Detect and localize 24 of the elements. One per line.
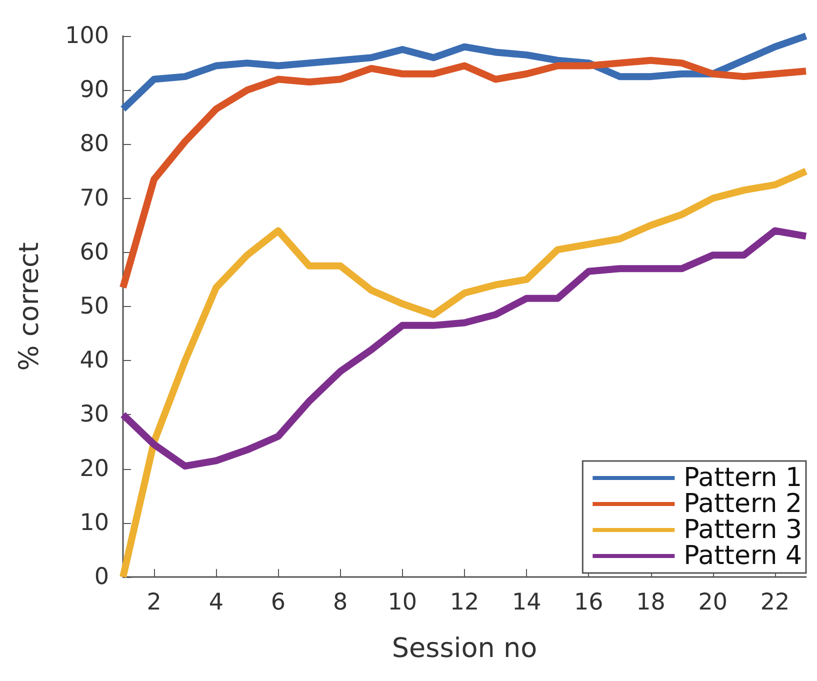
y-axis-title: % correct xyxy=(14,242,45,371)
y-tick-label: 0 xyxy=(94,564,109,590)
y-tick-label: 100 xyxy=(65,23,109,49)
y-tick-label: 50 xyxy=(80,294,109,320)
x-axis-title: Session no xyxy=(392,633,538,664)
x-tick-label: 12 xyxy=(450,590,480,616)
y-tick-label: 40 xyxy=(80,348,109,374)
x-tick-label: 4 xyxy=(208,590,224,616)
x-tick-label: 16 xyxy=(574,590,604,616)
x-tick-label: 14 xyxy=(512,590,542,616)
x-tick-label: 18 xyxy=(636,590,666,616)
x-tick-label: 22 xyxy=(760,590,790,616)
x-tick-label: 20 xyxy=(698,590,728,616)
x-tick-label: 2 xyxy=(146,590,162,616)
y-tick-label: 90 xyxy=(80,77,109,104)
y-tick-label: 80 xyxy=(80,131,109,158)
y-tick-label: 70 xyxy=(80,185,109,212)
x-tick-label: 6 xyxy=(270,590,286,616)
y-tick-label: 10 xyxy=(80,510,109,536)
y-tick-label: 30 xyxy=(80,402,109,428)
y-tick-label: 60 xyxy=(80,239,109,266)
x-tick-label: 10 xyxy=(388,590,418,616)
x-tick-label: 8 xyxy=(333,590,348,616)
y-tick-label: 20 xyxy=(80,456,109,482)
